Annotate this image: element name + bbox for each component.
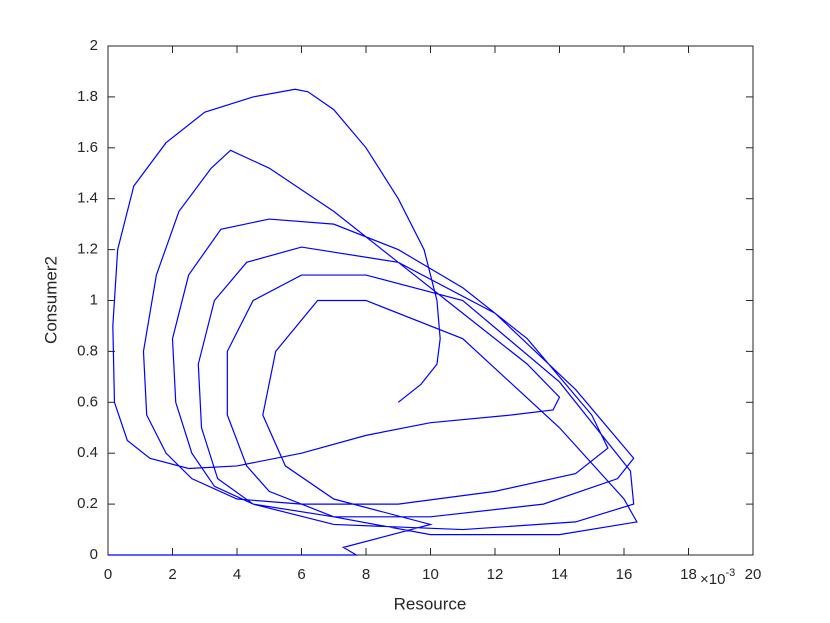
- y-axis-label: Consumer2: [41, 256, 60, 344]
- x-tick-label: 12: [487, 566, 504, 583]
- multiplier-exponent: -3: [725, 567, 735, 579]
- x-tick-label: 2: [168, 566, 176, 583]
- x-tick-label: 8: [362, 566, 370, 583]
- x-tick-label: 14: [551, 566, 568, 583]
- x-tick-label: 10: [422, 566, 439, 583]
- y-tick-label: 0.8: [77, 342, 98, 359]
- x-multiplier: ×10-3: [700, 567, 735, 588]
- y-tick-label: 1.8: [77, 88, 98, 105]
- y-tick-label: 0.4: [77, 444, 98, 461]
- x-tick-label: 6: [297, 566, 305, 583]
- x-tick-label: 18: [680, 566, 697, 583]
- y-tick-label: 1.2: [77, 241, 98, 258]
- x-tick-label: 16: [616, 566, 633, 583]
- trajectory-line: [108, 88, 638, 556]
- y-tick-label: 0.2: [77, 495, 98, 512]
- y-tick-label: 1.4: [77, 190, 98, 207]
- multiplier-base: ×10: [700, 571, 725, 588]
- x-axis-label: Resource: [394, 594, 467, 613]
- y-tick-label: 0: [90, 546, 98, 563]
- x-tick-label: 0: [104, 566, 112, 583]
- y-tick-label: 0.6: [77, 393, 98, 410]
- y-tick-label: 1: [90, 291, 98, 308]
- x-tick-label: 20: [745, 566, 762, 583]
- axes-box: [107, 45, 754, 556]
- y-tick-label: 2: [90, 37, 98, 54]
- x-tick-label: 4: [233, 566, 241, 583]
- y-tick-label: 1.6: [77, 139, 98, 156]
